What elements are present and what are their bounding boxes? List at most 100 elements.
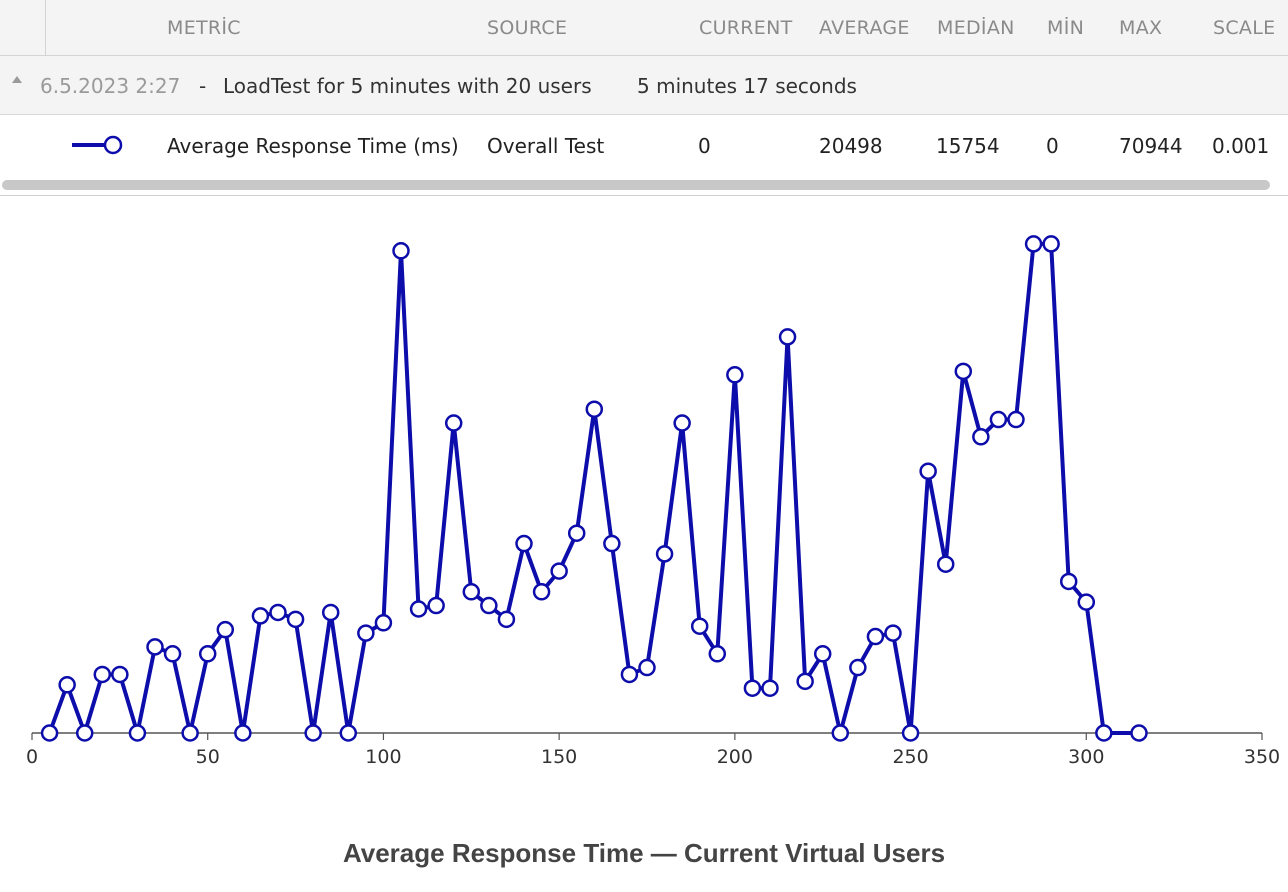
column-header-source[interactable]: SOURCE	[487, 17, 568, 39]
data-point	[93, 665, 112, 684]
data-point	[163, 645, 182, 663]
column-header-scale[interactable]: SCALE	[1213, 17, 1276, 39]
data-point	[761, 679, 779, 697]
chart-caption: Average Response Time — Current Virtual …	[342, 838, 946, 868]
data-point	[673, 414, 691, 432]
test-run-name: LoadTest for 5 minutes with 20 users	[223, 74, 592, 98]
test-run-separator: -	[199, 74, 207, 98]
data-point	[603, 534, 621, 553]
metric-source: Overall Test	[487, 134, 605, 158]
test-run-duration: 5 minutes 17 seconds	[637, 74, 857, 98]
data-point	[1077, 593, 1096, 611]
data-point	[444, 414, 463, 432]
column-header-metric[interactable]: METRİC	[167, 17, 241, 39]
data-point	[515, 534, 533, 553]
series-line	[47, 241, 1141, 735]
metric-current: 0	[698, 134, 711, 158]
data-point	[357, 624, 375, 642]
response-time-chart: 0 50 100 150 200 250 300 350	[26, 235, 1280, 768]
data-point	[849, 658, 867, 677]
data-point	[796, 672, 814, 691]
data-point	[690, 617, 709, 635]
data-point	[954, 362, 973, 381]
x-tick-label: 0	[26, 746, 38, 768]
data-point	[1130, 724, 1148, 742]
x-tick-label: 200	[717, 746, 753, 768]
data-point	[743, 679, 762, 697]
test-run-group-row[interactable]: 6.5.2023 2:27 - LoadTest for 5 minutes w…	[0, 56, 1288, 115]
data-point	[480, 596, 498, 615]
data-point	[1024, 235, 1043, 253]
row-header-gutter	[0, 0, 46, 56]
data-point	[146, 638, 164, 656]
data-point	[585, 400, 604, 418]
metric-row[interactable]: Average Response Time (ms) Overall Test …	[0, 115, 1288, 175]
data-point	[972, 428, 990, 446]
data-point	[234, 724, 252, 742]
test-run-date: 6.5.2023 2:27	[40, 74, 181, 98]
x-tick-label: 250	[892, 746, 928, 768]
series-legend-line-icon[interactable]	[72, 135, 126, 155]
metric-max: 70944	[1119, 134, 1183, 158]
data-point	[708, 645, 727, 663]
data-point	[919, 462, 937, 480]
data-point	[655, 545, 674, 563]
data-point	[620, 665, 639, 684]
data-point	[286, 610, 305, 629]
data-point	[1059, 572, 1078, 591]
column-header-average[interactable]: AVERAGE	[819, 17, 910, 39]
data-point	[75, 724, 94, 742]
collapse-caret-icon[interactable]	[12, 76, 22, 83]
data-point	[40, 724, 59, 742]
column-header-current[interactable]: CURRENT	[699, 17, 793, 39]
horizontal-scrollbar[interactable]	[0, 176, 1288, 196]
data-point	[989, 410, 1008, 429]
x-tick-label: 100	[365, 746, 401, 768]
data-point	[339, 724, 358, 742]
data-point	[58, 676, 76, 694]
x-tick-label: 150	[541, 746, 577, 768]
data-point	[532, 583, 551, 601]
data-point	[216, 620, 235, 639]
metric-scale: 0.001	[1212, 134, 1270, 158]
data-point	[269, 603, 287, 622]
metric-average: 20498	[819, 134, 883, 158]
data-point	[550, 562, 568, 580]
data-point	[813, 645, 832, 663]
data-point	[497, 610, 516, 629]
data-point	[251, 607, 270, 625]
data-point	[936, 555, 955, 573]
data-point	[128, 724, 147, 742]
data-point	[884, 624, 902, 642]
x-tick-label: 300	[1068, 746, 1104, 768]
data-point	[392, 242, 410, 260]
data-point	[831, 724, 850, 742]
data-point	[1007, 410, 1025, 429]
metric-min: 0	[1046, 134, 1059, 158]
data-point	[409, 600, 428, 618]
scrollbar-thumb[interactable]	[2, 180, 1270, 190]
data-point	[427, 596, 445, 615]
data-point	[778, 328, 797, 346]
data-point	[374, 614, 393, 632]
x-tick-label: 50	[196, 746, 220, 768]
x-tick-label: 350	[1244, 746, 1280, 768]
data-point	[567, 524, 586, 542]
metric-name: Average Response Time (ms)	[167, 134, 459, 158]
data-point	[866, 627, 885, 646]
data-point	[462, 583, 481, 601]
data-point	[638, 658, 656, 677]
data-point	[198, 645, 217, 663]
data-point	[304, 724, 322, 742]
data-point	[1042, 235, 1060, 253]
data-point	[901, 724, 920, 742]
column-header-max[interactable]: MAX	[1119, 17, 1163, 39]
metric-median: 15754	[936, 134, 1000, 158]
data-point	[1095, 724, 1113, 742]
column-header-min[interactable]: MİN	[1047, 17, 1085, 39]
data-point	[321, 603, 340, 622]
data-point	[111, 665, 129, 684]
data-point	[726, 366, 744, 384]
column-header-median[interactable]: MEDİAN	[937, 17, 1015, 39]
grid-header: METRİC SOURCE CURRENT AVERAGE MEDİAN MİN…	[0, 0, 1288, 56]
